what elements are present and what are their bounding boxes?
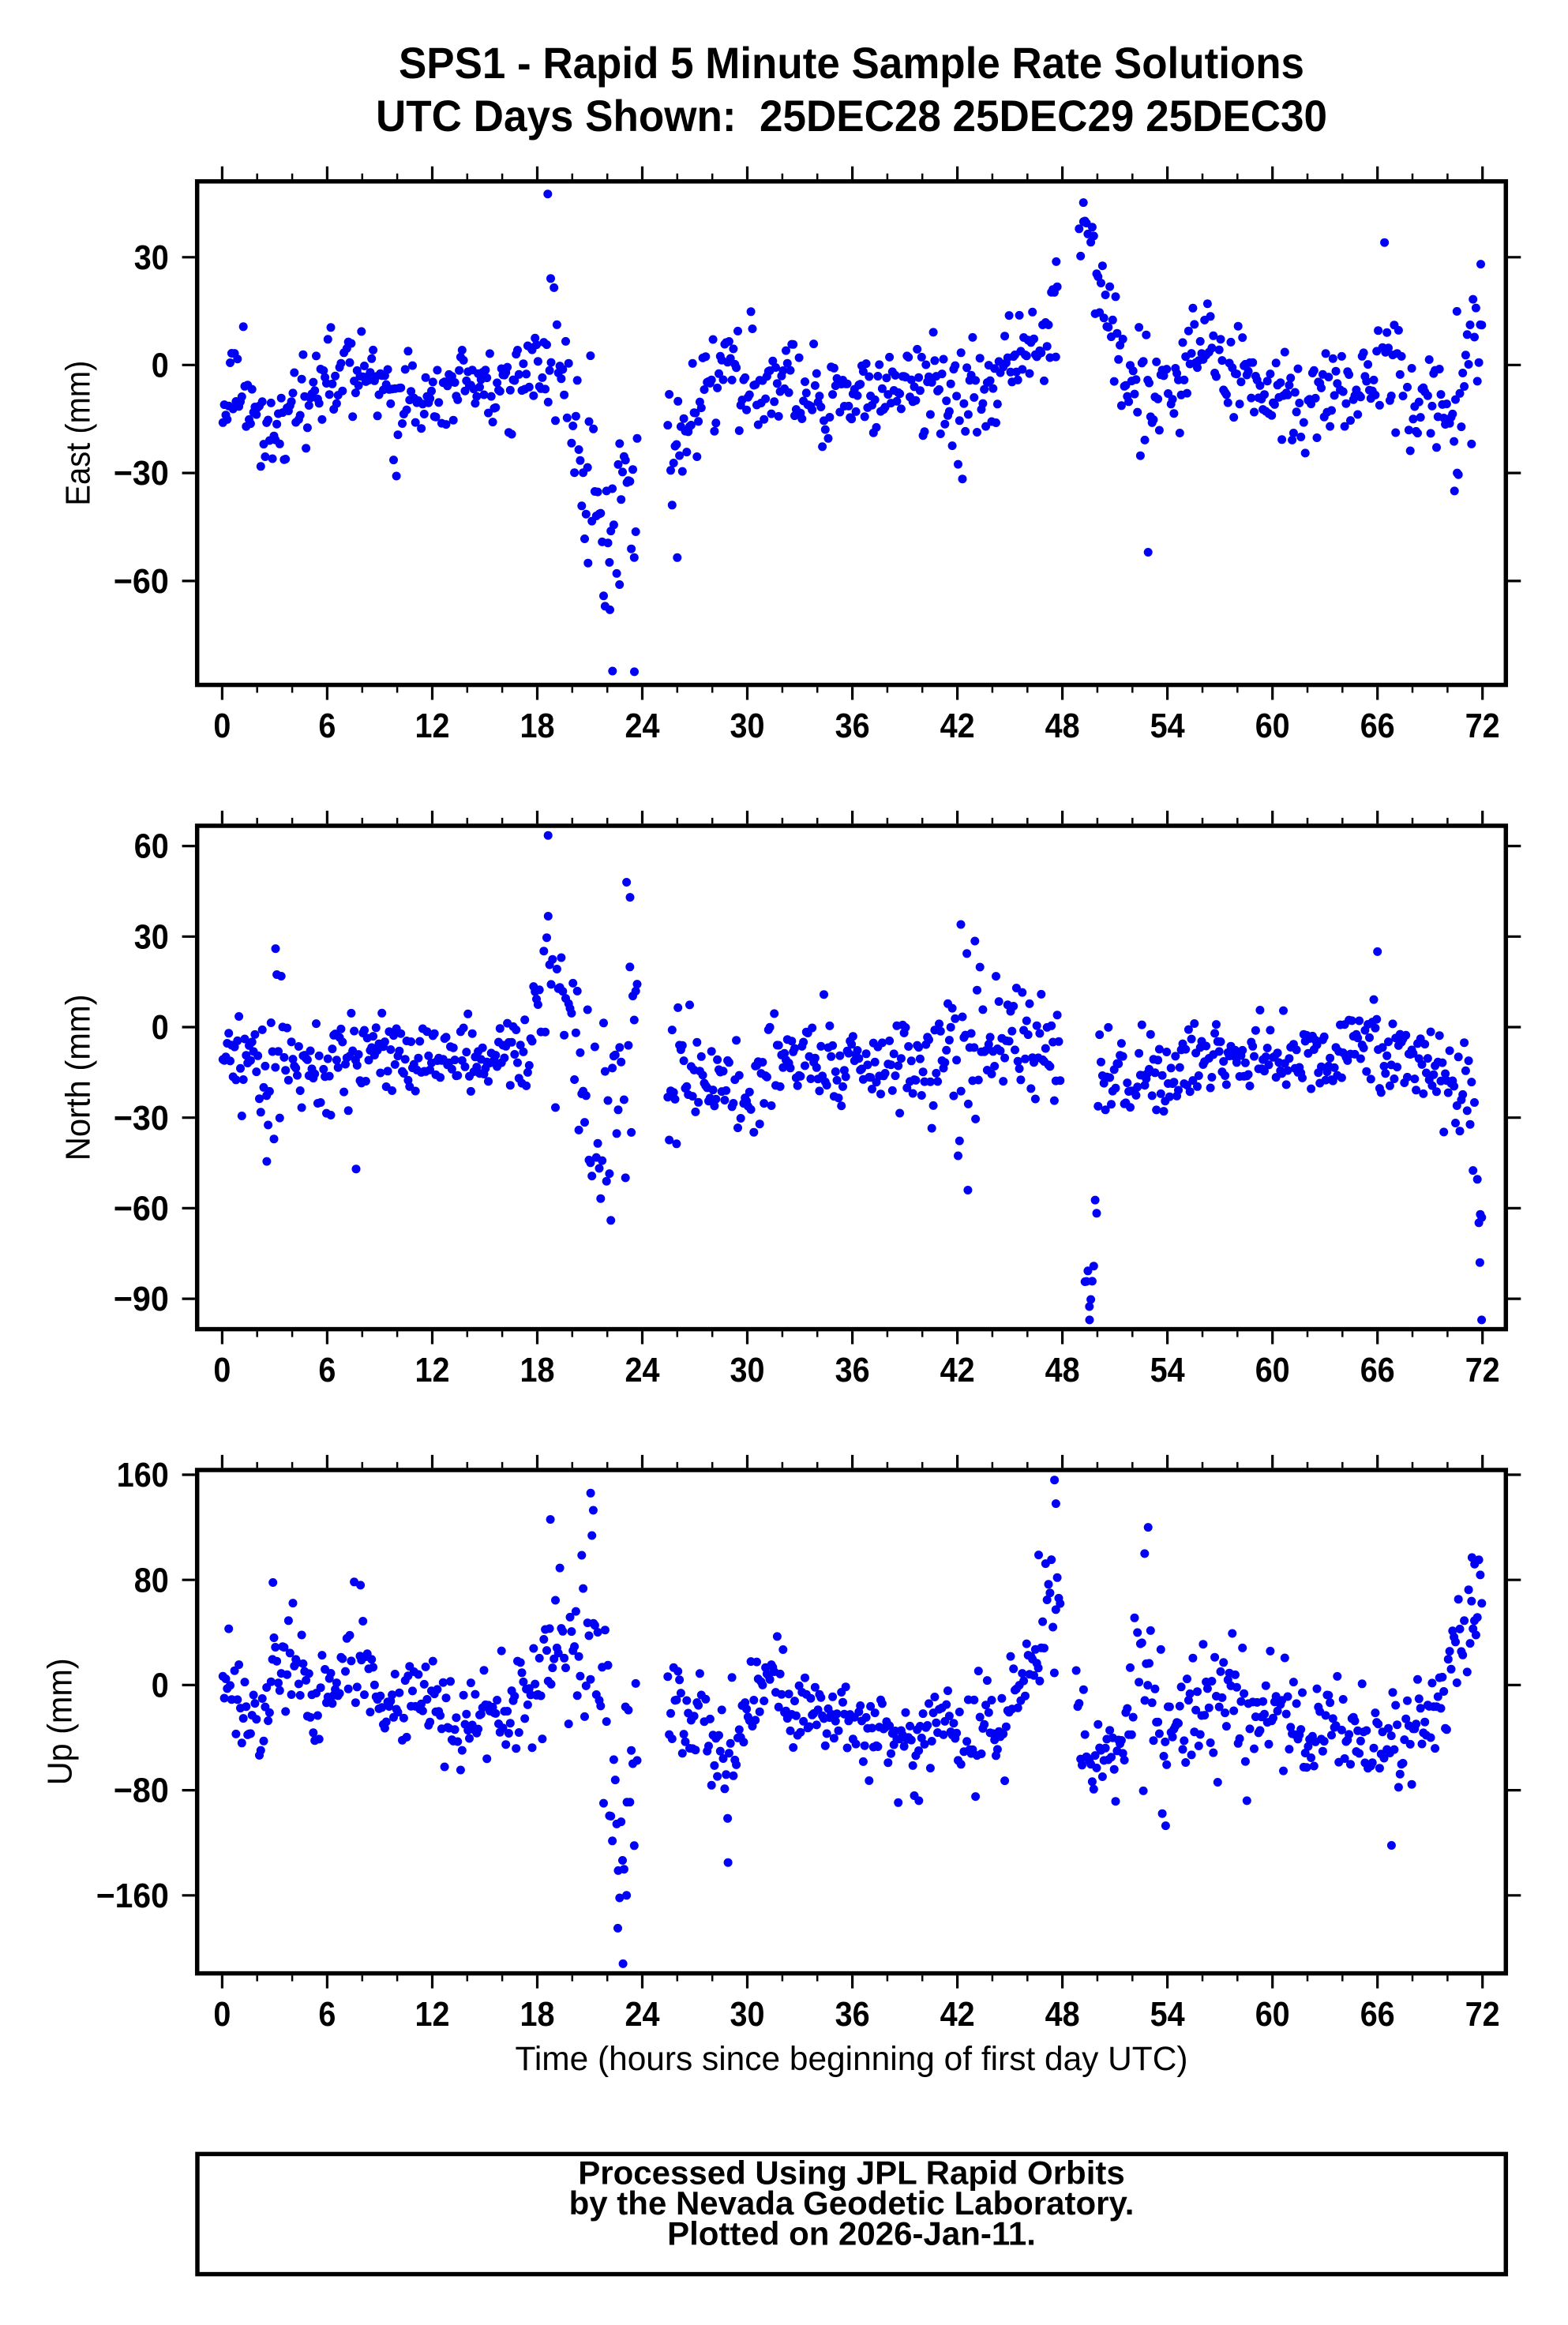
svg-text:Up (mm): Up (mm) [41, 1658, 80, 1785]
svg-text:30: 30 [730, 1351, 765, 1389]
svg-text:54: 54 [1150, 707, 1185, 745]
svg-text:by the Nevada Geodetic Laborat: by the Nevada Geodetic Laboratory. [569, 2184, 1135, 2222]
svg-text:0: 0 [213, 707, 231, 745]
svg-text:66: 66 [1360, 1995, 1395, 2034]
svg-text:−80: −80 [114, 1772, 169, 1810]
svg-text:72: 72 [1465, 1995, 1500, 2034]
svg-text:0: 0 [213, 1351, 231, 1389]
svg-text:42: 42 [940, 1351, 975, 1389]
svg-text:72: 72 [1465, 1351, 1500, 1389]
svg-text:6: 6 [318, 1351, 336, 1389]
svg-text:42: 42 [940, 1995, 975, 2034]
svg-text:54: 54 [1150, 1995, 1185, 2034]
svg-text:6: 6 [318, 707, 336, 745]
svg-text:30: 30 [134, 917, 169, 956]
svg-text:48: 48 [1045, 707, 1080, 745]
svg-text:60: 60 [1255, 1351, 1290, 1389]
svg-text:60: 60 [1255, 707, 1290, 745]
svg-text:6: 6 [318, 1995, 336, 2034]
svg-text:72: 72 [1465, 707, 1500, 745]
svg-text:12: 12 [415, 1351, 450, 1389]
svg-text:−90: −90 [114, 1280, 169, 1318]
svg-text:−60: −60 [114, 562, 169, 601]
svg-text:66: 66 [1360, 707, 1395, 745]
svg-text:North (mm): North (mm) [59, 994, 98, 1161]
svg-text:30: 30 [134, 238, 169, 277]
svg-text:80: 80 [134, 1561, 169, 1599]
svg-text:0: 0 [152, 1667, 169, 1705]
svg-text:60: 60 [134, 827, 169, 866]
svg-text:36: 36 [835, 1351, 870, 1389]
svg-text:54: 54 [1150, 1351, 1185, 1389]
svg-text:−30: −30 [114, 1099, 169, 1138]
svg-text:−60: −60 [114, 1190, 169, 1228]
svg-text:East (mm): East (mm) [59, 361, 98, 506]
svg-text:18: 18 [520, 1351, 555, 1389]
svg-text:160: 160 [117, 1456, 169, 1494]
svg-text:30: 30 [730, 707, 765, 745]
svg-text:UTC Days Shown: 25DEC28 25DEC: UTC Days Shown: 25DEC28 25DEC29 25DEC30 [376, 91, 1327, 141]
svg-text:Time (hours since beginning of: Time (hours since beginning of first day… [516, 2040, 1188, 2078]
svg-text:36: 36 [835, 707, 870, 745]
svg-text:18: 18 [520, 707, 555, 745]
svg-text:Plotted on 2026-Jan-11.: Plotted on 2026-Jan-11. [667, 2215, 1036, 2252]
svg-text:24: 24 [625, 1351, 660, 1389]
svg-text:SPS1 - Rapid 5 Minute Sample R: SPS1 - Rapid 5 Minute Sample Rate Soluti… [399, 38, 1304, 88]
svg-text:30: 30 [730, 1995, 765, 2034]
svg-text:42: 42 [940, 707, 975, 745]
svg-text:Processed Using JPL Rapid Orbi: Processed Using JPL Rapid Orbits [578, 2154, 1124, 2191]
svg-text:48: 48 [1045, 1351, 1080, 1389]
svg-text:60: 60 [1255, 1995, 1290, 2034]
svg-text:18: 18 [520, 1995, 555, 2034]
svg-text:0: 0 [152, 1008, 169, 1047]
svg-text:36: 36 [835, 1995, 870, 2034]
svg-text:−160: −160 [96, 1877, 169, 1915]
svg-text:12: 12 [415, 707, 450, 745]
svg-text:0: 0 [213, 1995, 231, 2034]
svg-text:24: 24 [625, 707, 660, 745]
svg-text:66: 66 [1360, 1351, 1395, 1389]
svg-text:−30: −30 [114, 454, 169, 493]
svg-text:48: 48 [1045, 1995, 1080, 2034]
svg-text:0: 0 [152, 346, 169, 384]
svg-text:12: 12 [415, 1995, 450, 2034]
svg-text:24: 24 [625, 1995, 660, 2034]
